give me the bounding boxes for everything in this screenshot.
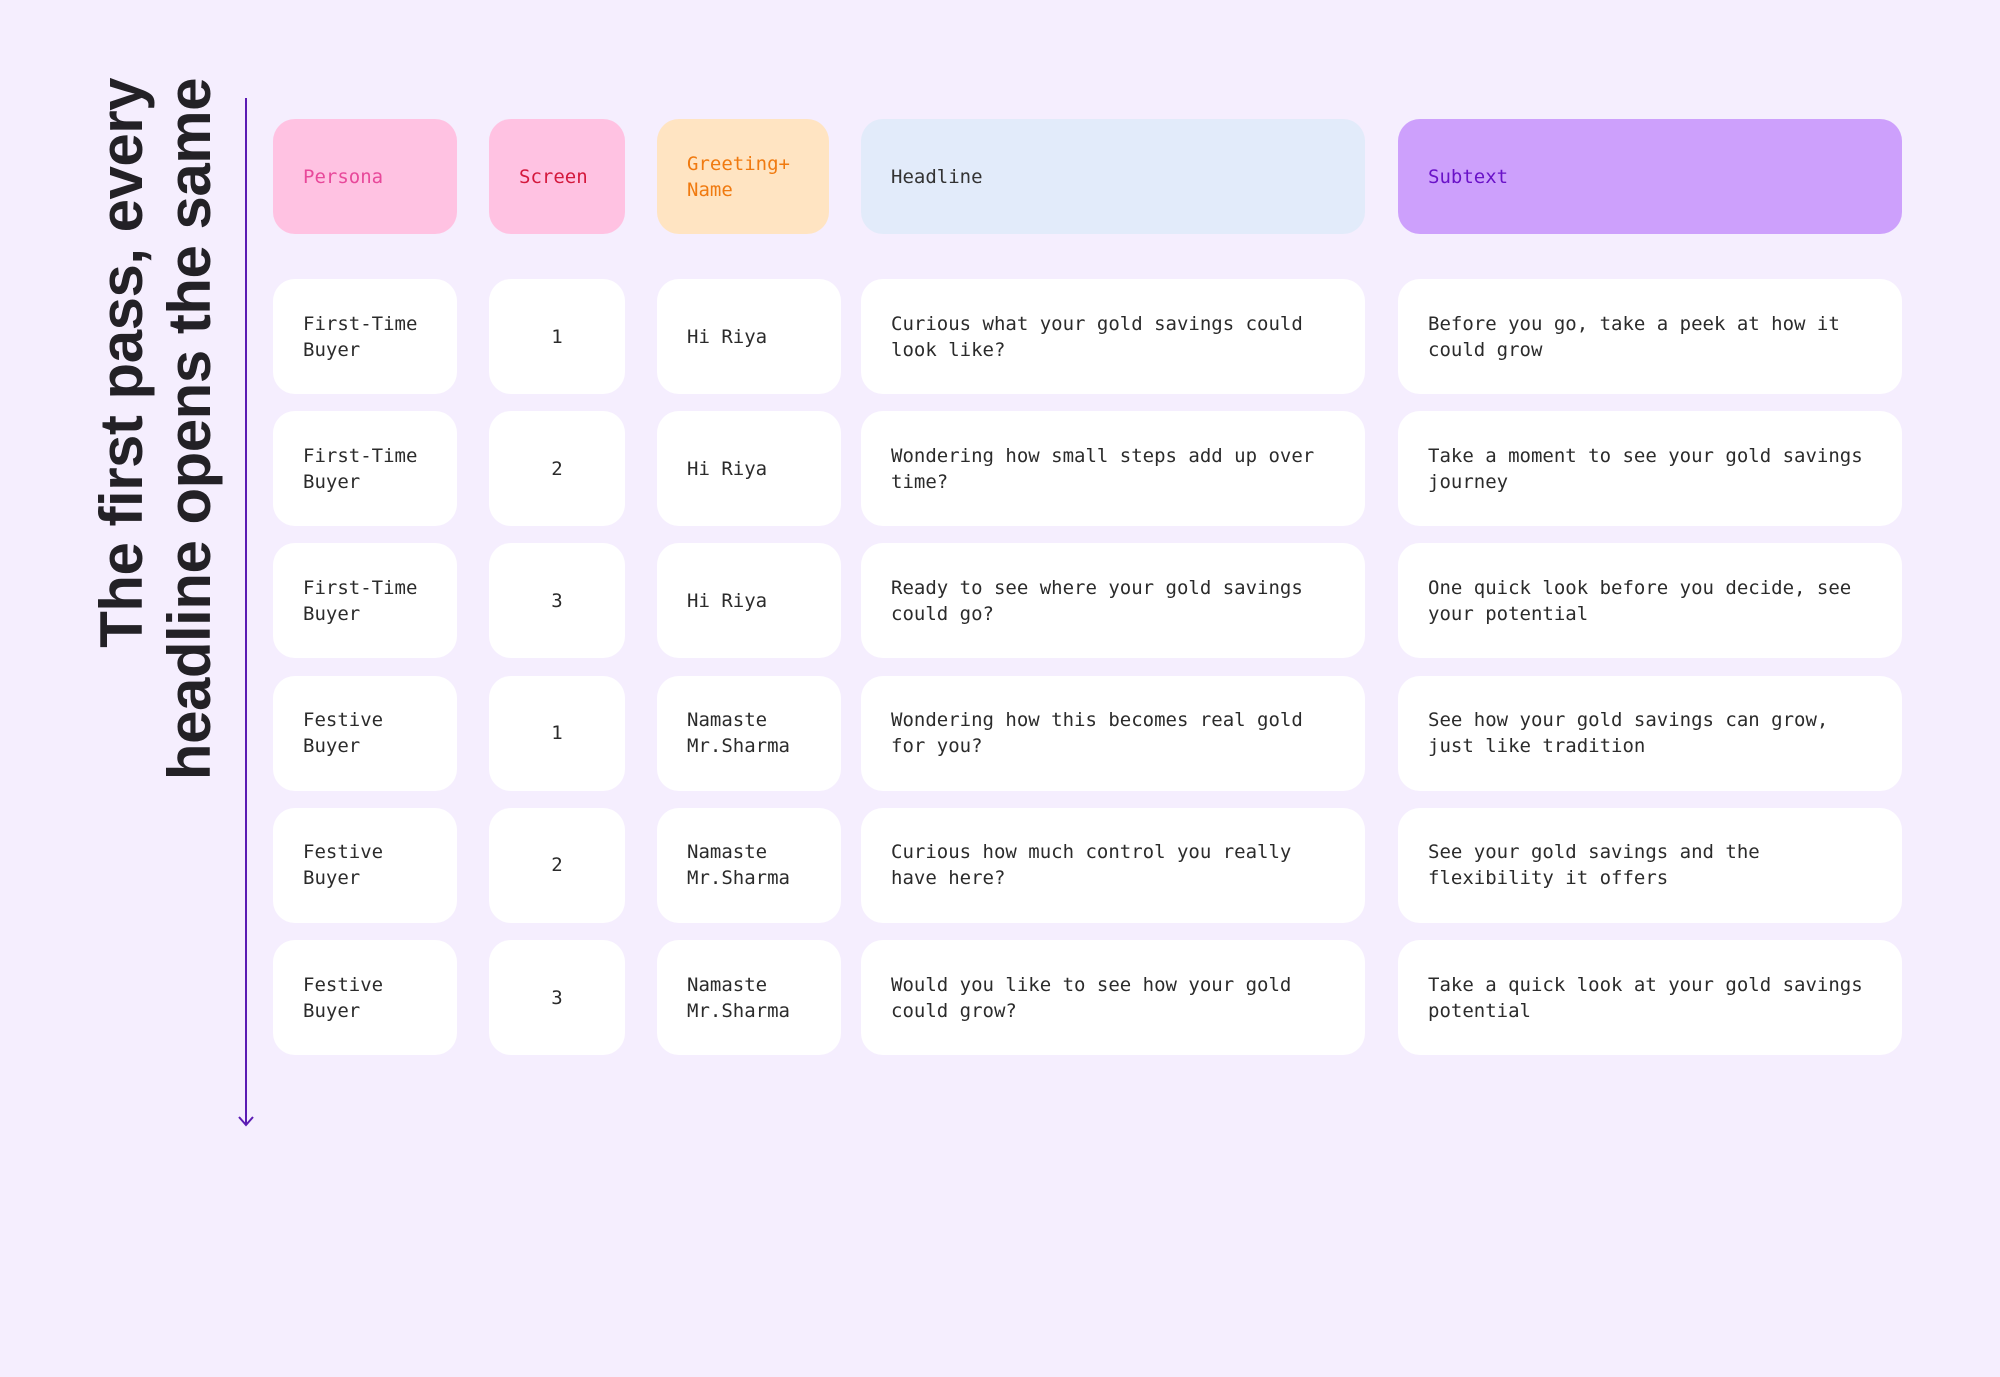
table-cell: One quick look before you decide, see yo…: [1398, 543, 1902, 659]
table-cell: Namaste Mr.Sharma: [657, 940, 841, 1055]
table-cell: Curious what your gold savings could loo…: [861, 279, 1365, 394]
page-title: The first pass, every headline opens the…: [88, 78, 223, 781]
table-cell: See your gold savings and the flexibilit…: [1398, 807, 1902, 923]
column-header: Screen: [489, 119, 625, 234]
column-header: Subtext: [1398, 119, 1902, 234]
table-cell: Festive Buyer: [273, 807, 457, 923]
table-cell: Ready to see where your gold savings cou…: [861, 543, 1365, 659]
column-header: Greeting+ Name: [657, 119, 829, 234]
table-cell: 1: [489, 279, 625, 394]
table-cell: Take a moment to see your gold savings j…: [1398, 411, 1902, 527]
table-cell: 1: [489, 675, 625, 791]
table-cell: Namaste Mr.Sharma: [657, 807, 841, 923]
table-cell: Festive Buyer: [273, 675, 457, 791]
table-cell: Namaste Mr.Sharma: [657, 675, 841, 791]
table-cell: 2: [489, 807, 625, 923]
table-cell: First-Time Buyer: [273, 411, 457, 527]
table-cell: First-Time Buyer: [273, 279, 457, 394]
table-cell: See how your gold savings can grow, just…: [1398, 675, 1902, 791]
table-cell: Hi Riya: [657, 543, 841, 659]
table-cell: Festive Buyer: [273, 940, 457, 1055]
table-cell: Hi Riya: [657, 411, 841, 527]
table-cell: Curious how much control you really have…: [861, 807, 1365, 923]
table-cell: 2: [489, 411, 625, 527]
table-cell: Wondering how this becomes real gold for…: [861, 675, 1365, 791]
table-cell: 3: [489, 940, 625, 1055]
arrow: [238, 98, 254, 1127]
table-cell: Would you like to see how your gold coul…: [861, 940, 1365, 1055]
table-cell: First-Time Buyer: [273, 543, 457, 659]
column-header: Headline: [861, 119, 1365, 234]
table-cell: Before you go, take a peek at how it cou…: [1398, 279, 1902, 394]
table-cell: Wondering how small steps add up over ti…: [861, 411, 1365, 527]
table-cell: Hi Riya: [657, 279, 841, 394]
column-header: Persona: [273, 119, 457, 234]
table-cell: 3: [489, 543, 625, 659]
table-cell: Take a quick look at your gold savings p…: [1398, 940, 1902, 1055]
